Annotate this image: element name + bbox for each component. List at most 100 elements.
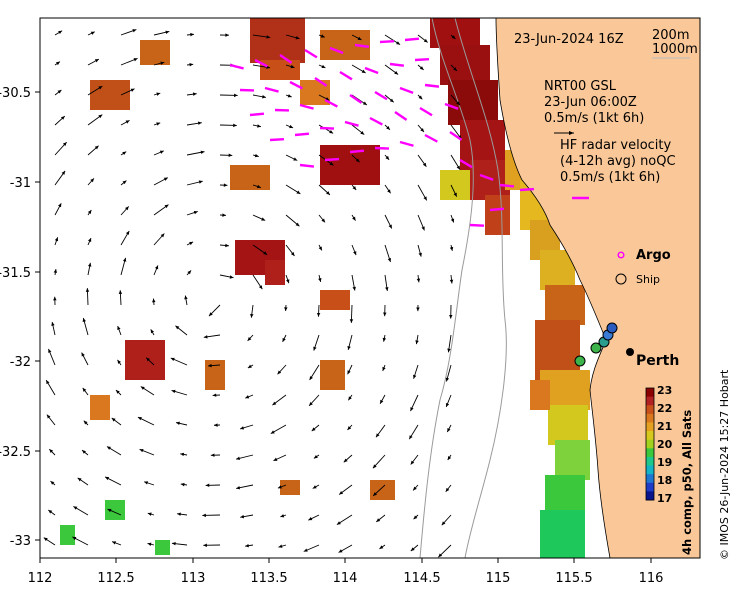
radar-vector: [314, 77, 328, 87]
radar-vector: [299, 163, 315, 168]
current-vector-head: [228, 153, 233, 158]
current-vector-head: [438, 553, 443, 558]
current-vector-head: [348, 396, 352, 401]
current-vector-head: [139, 449, 144, 453]
ship-marker: [606, 322, 618, 334]
current-vector-head: [382, 337, 387, 342]
current-vector-head: [90, 31, 95, 35]
current-vector-head: [55, 61, 60, 66]
radar-vector: [449, 131, 463, 141]
map-datetime: 23-Jun-2024 16Z: [514, 32, 624, 47]
radar-vector: [349, 149, 365, 154]
radar-legend-title: HF radar velocity: [560, 138, 672, 153]
current-vector-head: [266, 35, 271, 39]
current-vector-head: [347, 345, 351, 350]
current-vector-head: [263, 251, 268, 255]
sst-patch: [555, 440, 590, 480]
current-vector-head: [313, 346, 317, 351]
sst-patch: [125, 340, 165, 380]
current-vector-head: [213, 423, 218, 427]
colorbar-tick-label: 21: [657, 420, 672, 433]
current-vector-head: [321, 64, 326, 69]
city-label-perth: Perth: [636, 353, 679, 369]
current-vector-head: [225, 33, 230, 37]
current-vector-head: [234, 93, 238, 98]
sst-patch: [250, 18, 305, 63]
radar-vector: [374, 90, 388, 101]
current-vector-head: [326, 191, 330, 195]
current-vector-head: [202, 513, 206, 518]
current-vector-head: [245, 395, 250, 399]
map-plot-area: [40, 17, 701, 559]
radar-vector: [419, 106, 433, 117]
current-vector-head: [58, 30, 63, 35]
current-vector-head: [117, 325, 121, 330]
current-vector-head: [233, 123, 237, 128]
current-vector-head: [353, 251, 357, 256]
current-vector-head: [286, 279, 290, 284]
current-vector-head: [82, 318, 86, 322]
radar-vector: [344, 120, 359, 127]
current-vector-head: [189, 241, 194, 246]
current-vector-head: [48, 510, 53, 514]
radar-vector: [479, 173, 494, 181]
current-vector-head: [87, 238, 92, 243]
current-vector-head: [62, 142, 67, 147]
radar-vector: [349, 94, 363, 104]
current-vector-head: [156, 122, 161, 126]
ship-marker: [574, 355, 586, 367]
nrt-legend-datetime: 23-Jun 06:00Z: [544, 95, 637, 110]
current-vector-head: [60, 116, 65, 120]
colorbar-segment: [646, 422, 654, 432]
depth-label-200m: 200m: [652, 28, 689, 43]
current-vector-head: [313, 454, 318, 459]
current-vector-head: [449, 246, 454, 251]
current-vector-head: [98, 114, 103, 119]
current-vector-head: [171, 389, 176, 394]
current-vector-head: [49, 449, 54, 453]
current-vector-head: [256, 184, 261, 189]
current-vector-head: [122, 180, 127, 185]
current-vector-head: [347, 426, 352, 430]
radar-vector: [424, 83, 440, 88]
current-vector-head: [336, 521, 341, 525]
current-vector-head: [410, 547, 415, 551]
current-vector-head: [125, 120, 130, 124]
current-vector-head: [160, 233, 165, 238]
current-vector-head: [46, 414, 51, 419]
radar-vector: [289, 80, 303, 90]
current-vector-head: [106, 446, 111, 450]
current-vector-head: [257, 124, 261, 128]
sst-patch: [280, 480, 300, 495]
current-vector-head: [309, 376, 313, 381]
temperature-colorbar: 23 22 21 20 19 18 17: [645, 384, 673, 505]
y-tick-label: -30.5: [0, 86, 31, 101]
current-vector-head: [447, 427, 451, 432]
current-vector-head: [280, 514, 285, 518]
current-vector-head: [262, 95, 266, 99]
current-vector-head: [125, 230, 130, 235]
current-vector-head: [362, 101, 367, 105]
radar-vector: [459, 158, 473, 169]
current-vector-head: [87, 262, 92, 267]
colorbar-segment: [646, 456, 654, 467]
current-vector-head: [296, 190, 301, 194]
current-vector-head: [388, 224, 392, 229]
sst-patch: [430, 18, 480, 48]
current-vector-head: [295, 222, 300, 227]
current-vector-head: [352, 216, 356, 221]
current-vector-head: [355, 158, 360, 163]
current-vector-head: [375, 433, 380, 438]
current-vector-head: [382, 366, 386, 371]
current-vector-head: [282, 337, 286, 342]
radar-vector: [329, 46, 344, 55]
radar-vector: [444, 102, 459, 110]
current-vector-head: [278, 544, 283, 548]
current-vector-head: [445, 377, 450, 382]
current-vector-head: [207, 363, 212, 368]
current-vector-head: [247, 337, 252, 341]
current-vector-head: [373, 492, 378, 496]
current-vector-head: [419, 66, 424, 70]
colorbar-tick-label: 20: [657, 438, 673, 451]
current-vector-head: [312, 485, 317, 489]
